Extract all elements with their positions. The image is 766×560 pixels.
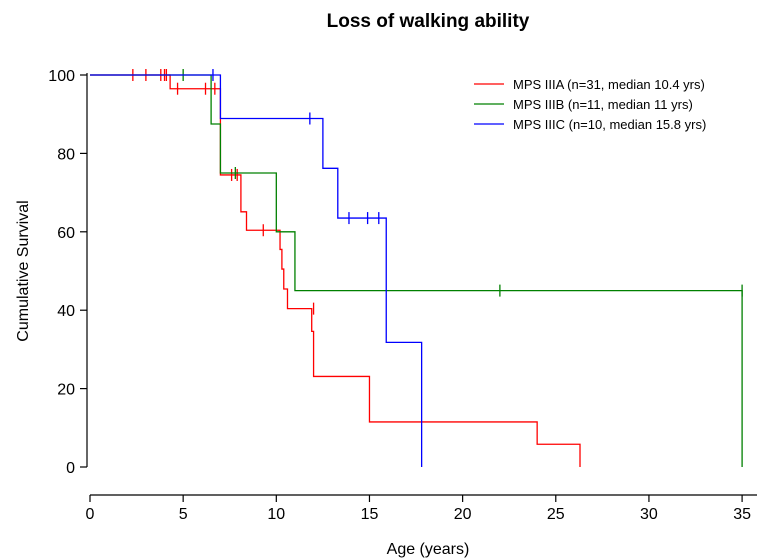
legend-entry: MPS IIIA (n=31, median 10.4 yrs) [513,77,705,92]
x-axis-label: Age (years) [387,541,470,558]
y-tick-label: 80 [57,146,75,163]
survival-curve [90,74,423,467]
y-tick-label: 60 [57,225,75,242]
x-tick-label: 35 [733,506,751,523]
x-tick-label: 5 [179,506,188,523]
series-layer [90,69,743,467]
x-tick-label: 10 [267,506,285,523]
y-tick-label: 20 [57,382,75,399]
x-tick-label: 15 [361,506,379,523]
x-tick-label: 25 [547,506,565,523]
y-axis-label: Cumulative Survival [15,200,32,341]
legend: MPS IIIA (n=31, median 10.4 yrs) MPS IIIB… [474,77,706,132]
legend-entry: MPS IIIB (n=11, median 11 yrs) [513,97,693,112]
survival-curve [90,74,581,467]
x-tick-label: 30 [640,506,658,523]
series-3 [90,69,423,467]
chart-title: Loss of walking ability [327,11,530,32]
x-tick-label: 0 [86,506,95,523]
x-tick-label: 20 [454,506,472,523]
y-tick-label: 0 [66,460,75,477]
axes: 0 20 40 60 80 100 0 5 10 15 20 25 30 35 [48,68,757,523]
survival-curve [90,74,743,467]
y-tick-label: 100 [48,68,75,85]
y-tick-label: 40 [57,303,75,320]
series-1 [90,69,581,467]
legend-entry: MPS IIIC (n=10, median 15.8 yrs) [513,117,706,132]
